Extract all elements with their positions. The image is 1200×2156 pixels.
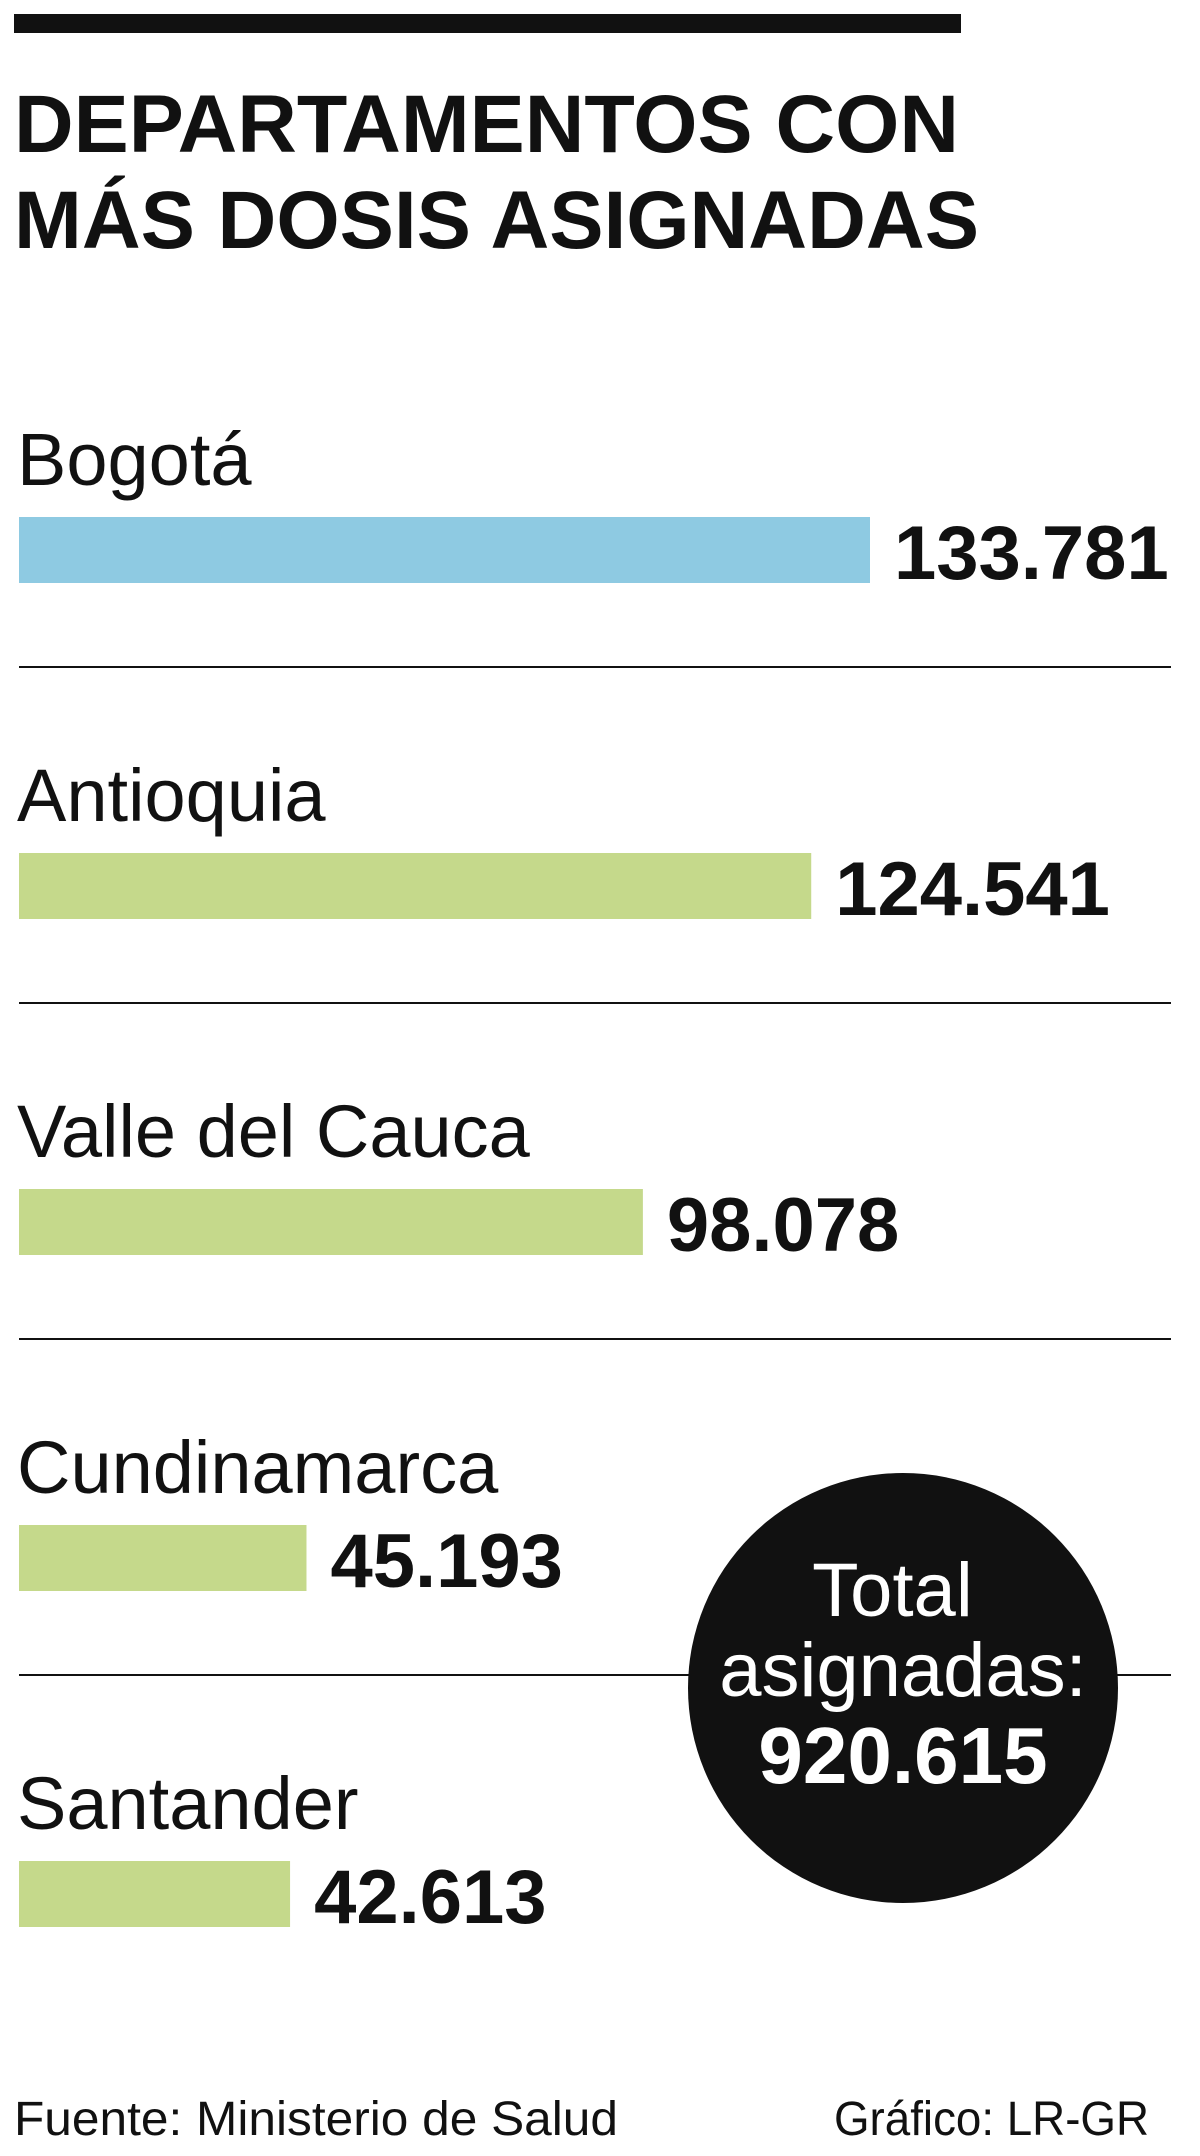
total-label: Total asignadas: [719, 1548, 1087, 1713]
value-label: 133.781 [894, 511, 1169, 596]
category-label: Bogotá [17, 418, 252, 501]
bar [19, 517, 870, 583]
bar [19, 1525, 307, 1591]
total-badge [688, 1473, 1118, 1903]
category-label: Cundinamarca [17, 1426, 499, 1509]
total-value: 920.615 [758, 1711, 1047, 1800]
value-label: 42.613 [314, 1855, 546, 1940]
total-label-line: asignadas: [719, 1628, 1087, 1713]
value-label: 98.078 [667, 1183, 899, 1268]
category-label: Santander [17, 1762, 359, 1845]
top-rule [14, 14, 961, 33]
value-label: 124.541 [835, 847, 1110, 932]
category-label: Antioquia [17, 754, 326, 837]
chart-title: DEPARTAMENTOS CON [14, 79, 959, 170]
bar [19, 1189, 643, 1255]
bar [19, 853, 812, 919]
source: Fuente: Ministerio de Salud [14, 2093, 618, 2146]
credit: Gráfico: LR-GR [834, 2093, 1149, 2146]
chart-title: MÁS DOSIS ASIGNADAS [14, 175, 979, 266]
category-label: Valle del Cauca [17, 1090, 531, 1173]
total-label-line: Total [812, 1548, 994, 1633]
bar [19, 1861, 291, 1927]
value-label: 45.193 [330, 1519, 562, 1604]
